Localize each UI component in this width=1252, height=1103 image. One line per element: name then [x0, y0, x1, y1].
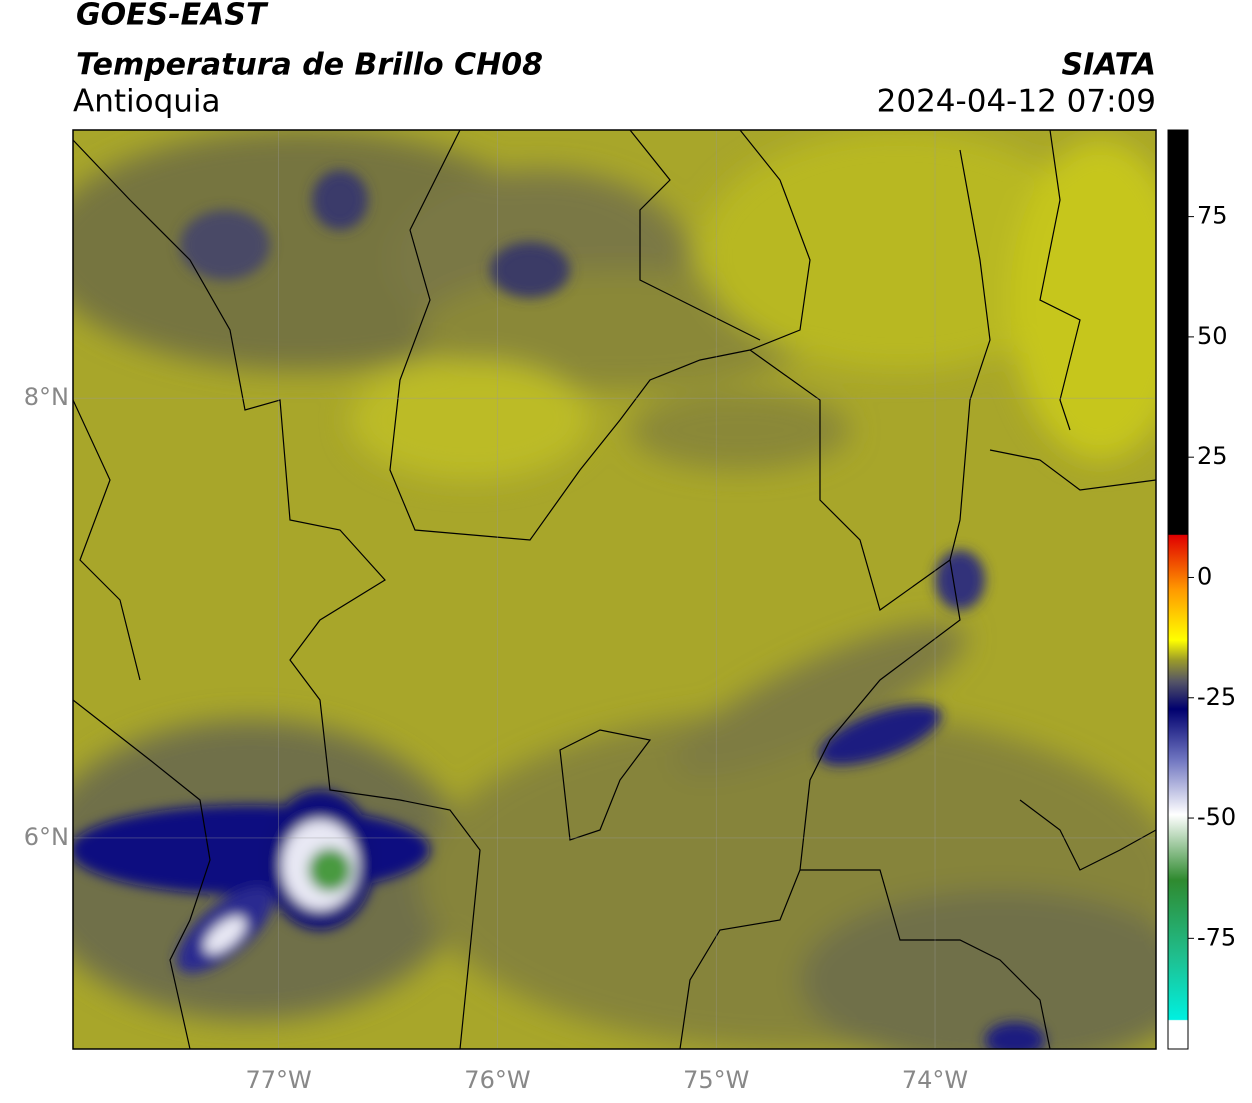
y-tick-label: 6°N — [24, 823, 69, 851]
colorbar-tick-label: 50 — [1197, 322, 1228, 350]
region: Antioquia — [73, 84, 221, 120]
x-tick-label: 74°W — [902, 1066, 968, 1094]
y-tick-label: 8°N — [24, 383, 69, 411]
source: SIATA — [1062, 48, 1156, 83]
map-frame — [72, 129, 1157, 1050]
title: GOES-EAST — [76, 0, 269, 33]
colorbar-tick-label: -25 — [1197, 683, 1236, 711]
colorbar-tick-label: 0 — [1197, 562, 1212, 590]
borders — [73, 130, 1156, 1049]
x-tick-label: 77°W — [246, 1066, 312, 1094]
x-tick-label: 76°W — [464, 1066, 530, 1094]
graticule: 77°W 76°W 75°W 74°W 6°N 8°N — [24, 130, 1156, 1094]
colorbar-tick-label: -50 — [1197, 803, 1236, 831]
subtitle: Temperatura de Brillo CH08 — [76, 48, 543, 83]
colorbar-ticks: 75 50 25 0 -25 -50 -75 — [1188, 202, 1236, 951]
x-tick-label: 75°W — [683, 1066, 749, 1094]
datetime: 2024-04-12 07:09 — [877, 84, 1156, 120]
satellite-image — [73, 130, 1156, 1049]
colorbar — [1167, 129, 1189, 1050]
colorbar-tick-label: -75 — [1197, 923, 1236, 951]
colorbar-tick-label: 25 — [1197, 442, 1228, 470]
colorbar-tick-label: 75 — [1197, 202, 1228, 230]
